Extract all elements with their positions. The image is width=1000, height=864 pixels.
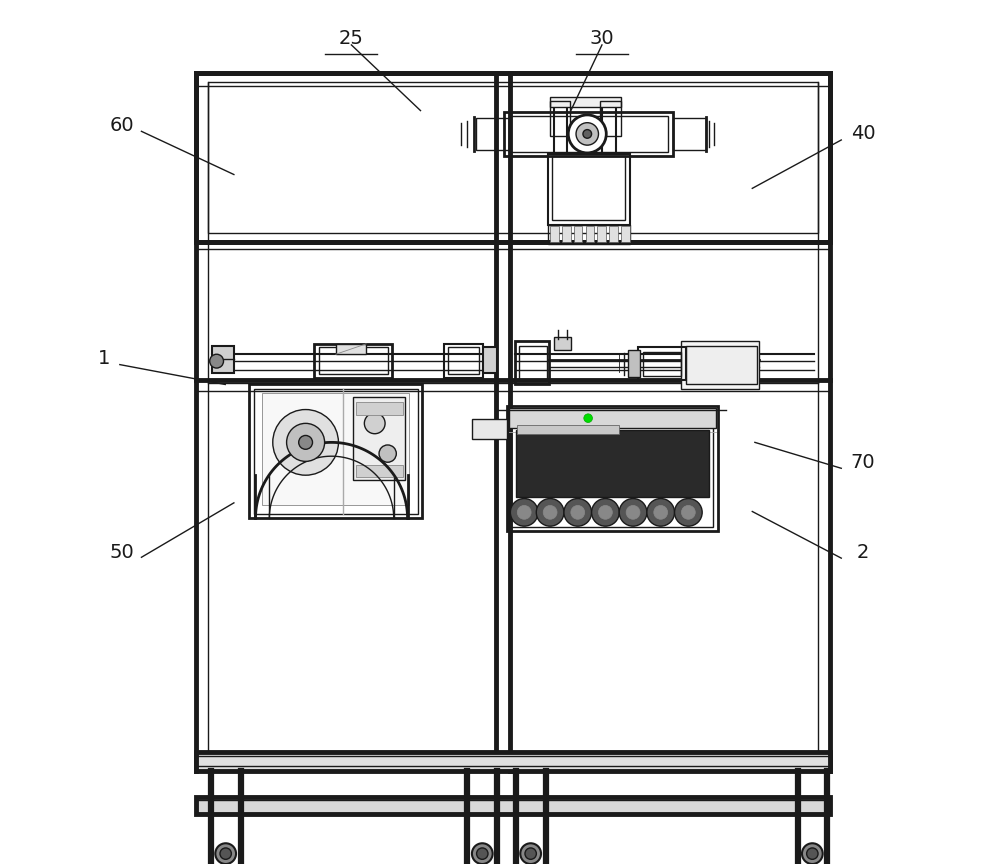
Text: 50: 50 bbox=[109, 543, 134, 562]
Bar bbox=[643, 352, 681, 376]
Circle shape bbox=[379, 445, 396, 462]
Circle shape bbox=[299, 435, 313, 449]
Circle shape bbox=[654, 505, 668, 519]
Text: 70: 70 bbox=[851, 453, 875, 472]
Bar bbox=[628, 350, 640, 377]
Circle shape bbox=[583, 130, 592, 138]
Circle shape bbox=[802, 843, 823, 864]
Circle shape bbox=[675, 499, 702, 526]
Bar bbox=[586, 226, 594, 242]
Bar bbox=[562, 226, 571, 242]
Bar bbox=[511, 410, 713, 527]
Bar bbox=[516, 430, 709, 497]
Bar bbox=[444, 344, 483, 378]
Bar bbox=[609, 226, 618, 242]
Bar bbox=[552, 156, 625, 220]
Circle shape bbox=[576, 123, 598, 145]
Bar bbox=[515, 341, 549, 384]
Bar bbox=[262, 393, 409, 505]
Bar bbox=[550, 101, 570, 136]
Bar bbox=[621, 226, 630, 242]
Circle shape bbox=[525, 848, 536, 860]
Circle shape bbox=[520, 843, 541, 864]
Bar bbox=[548, 154, 630, 225]
Circle shape bbox=[647, 499, 675, 526]
Bar bbox=[686, 346, 757, 384]
Text: 40: 40 bbox=[851, 124, 875, 143]
Bar bbox=[448, 347, 479, 374]
Bar bbox=[507, 406, 718, 531]
Bar bbox=[483, 347, 497, 373]
Circle shape bbox=[543, 505, 557, 519]
Bar bbox=[550, 97, 621, 107]
Circle shape bbox=[215, 843, 236, 864]
Bar bbox=[509, 116, 668, 152]
Bar bbox=[212, 346, 234, 373]
Bar bbox=[472, 419, 507, 439]
Circle shape bbox=[584, 414, 592, 422]
Bar bbox=[597, 226, 606, 242]
Bar bbox=[476, 118, 509, 150]
Bar bbox=[600, 101, 621, 136]
Bar bbox=[336, 344, 366, 354]
Bar bbox=[638, 347, 686, 380]
Circle shape bbox=[477, 848, 488, 860]
Bar bbox=[319, 347, 388, 374]
Bar bbox=[254, 389, 418, 514]
Bar bbox=[314, 344, 392, 378]
Bar bbox=[673, 118, 706, 150]
Bar bbox=[356, 402, 403, 415]
Bar bbox=[574, 226, 582, 242]
Text: 30: 30 bbox=[590, 29, 614, 48]
Circle shape bbox=[626, 505, 640, 519]
Circle shape bbox=[681, 505, 695, 519]
Bar bbox=[196, 73, 830, 242]
Circle shape bbox=[210, 354, 224, 368]
Circle shape bbox=[807, 848, 818, 860]
Bar bbox=[509, 408, 716, 428]
Text: 60: 60 bbox=[109, 116, 134, 135]
Bar bbox=[519, 346, 547, 380]
Bar bbox=[356, 465, 403, 477]
Bar bbox=[550, 226, 559, 242]
Bar bbox=[548, 225, 630, 244]
Circle shape bbox=[568, 115, 606, 153]
Circle shape bbox=[536, 499, 564, 526]
Bar bbox=[504, 112, 673, 156]
Bar bbox=[353, 397, 405, 480]
Bar bbox=[196, 752, 830, 771]
Circle shape bbox=[564, 499, 592, 526]
Text: 2: 2 bbox=[857, 543, 869, 562]
Circle shape bbox=[619, 499, 647, 526]
Bar bbox=[554, 337, 571, 350]
Circle shape bbox=[517, 505, 531, 519]
Circle shape bbox=[598, 505, 612, 519]
Bar bbox=[208, 82, 818, 233]
Circle shape bbox=[220, 848, 231, 860]
Circle shape bbox=[571, 505, 585, 519]
Circle shape bbox=[472, 843, 493, 864]
Circle shape bbox=[364, 413, 385, 434]
Circle shape bbox=[287, 423, 325, 461]
Bar bbox=[249, 384, 422, 518]
Bar bbox=[517, 425, 619, 434]
Bar bbox=[681, 341, 759, 389]
Circle shape bbox=[510, 499, 538, 526]
Circle shape bbox=[273, 410, 338, 475]
Text: 25: 25 bbox=[339, 29, 364, 48]
Text: 1: 1 bbox=[98, 349, 110, 368]
Circle shape bbox=[592, 499, 619, 526]
Bar bbox=[196, 797, 830, 814]
